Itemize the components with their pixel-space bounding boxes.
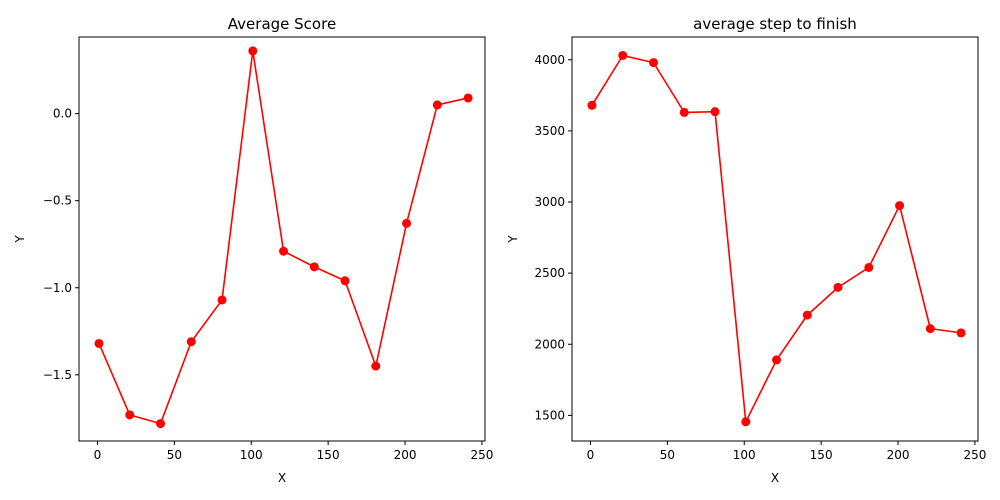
x-axis-label: X: [278, 471, 286, 485]
data-point: [94, 338, 104, 348]
data-point: [432, 100, 442, 110]
x-tick-label: 250: [963, 448, 986, 462]
data-point: [463, 93, 473, 103]
data-point: [710, 107, 720, 117]
y-tick-label: −1.5: [43, 368, 72, 382]
data-point: [248, 46, 258, 56]
x-tick-label: 250: [470, 448, 493, 462]
x-tick-label: 0: [587, 448, 595, 462]
x-tick-label: 100: [733, 448, 756, 462]
data-point: [402, 218, 412, 228]
y-axis-label: Y: [13, 235, 27, 244]
y-tick-label: 2500: [534, 266, 565, 280]
x-axis-label: X: [771, 471, 779, 485]
y-tick-label: 3000: [534, 195, 565, 209]
chart-title: average step to finish: [693, 15, 857, 33]
data-point: [186, 337, 196, 347]
x-tick-label: 150: [810, 448, 833, 462]
data-point: [925, 324, 935, 334]
y-tick-label: −0.5: [43, 194, 72, 208]
x-tick-label: 200: [394, 448, 417, 462]
data-point: [217, 295, 227, 305]
chart-panel-1: Average Score 0 50 100 150 200 250 −1.5 −1.0 −0.5…: [13, 15, 493, 485]
data-point: [895, 201, 905, 211]
data-point: [618, 50, 628, 60]
data-point: [279, 246, 289, 256]
x-tick-label: 200: [887, 448, 910, 462]
data-point: [956, 328, 966, 338]
data-point: [802, 310, 812, 320]
x-tick-label: 50: [660, 448, 675, 462]
data-point: [340, 276, 350, 286]
y-tick-label: −1.0: [43, 281, 72, 295]
y-tick-label: 3500: [534, 124, 565, 138]
data-point: [741, 417, 751, 427]
y-tick-label: 4000: [534, 53, 565, 67]
y-tick-label: 1500: [534, 408, 565, 422]
chart-title: Average Score: [228, 15, 336, 33]
data-point: [679, 107, 689, 117]
y-tick-label: 2000: [534, 337, 565, 351]
x-tick-label: 100: [240, 448, 263, 462]
y-axis-label: Y: [506, 235, 520, 244]
data-point: [587, 100, 597, 110]
x-tick-label: 0: [94, 448, 102, 462]
data-point: [649, 58, 659, 68]
data-point: [309, 262, 319, 272]
x-tick-label: 150: [317, 448, 340, 462]
y-tick-label: 0.0: [53, 107, 72, 121]
data-point: [156, 419, 166, 429]
plot-frame: [571, 36, 979, 442]
chart-panel-2: average step to finish 0 50 100 150 200 250 150…: [506, 15, 986, 485]
data-point: [772, 355, 782, 365]
data-point: [833, 282, 843, 292]
data-point: [371, 361, 381, 371]
x-tick-label: 50: [167, 448, 182, 462]
data-point: [125, 410, 135, 420]
data-point: [864, 262, 874, 272]
